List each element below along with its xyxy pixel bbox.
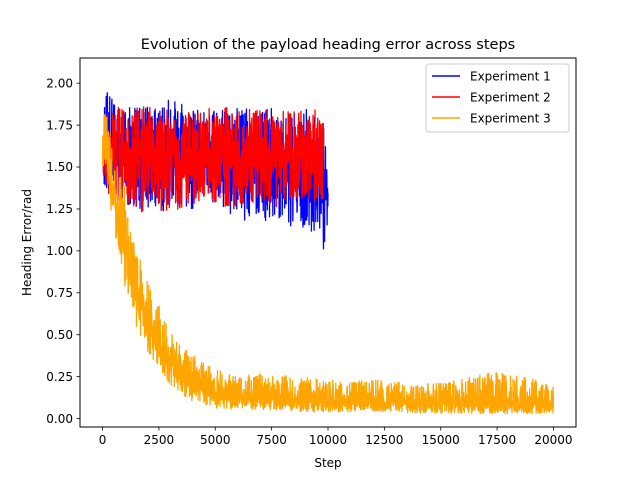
y-tick-label: 1.25 bbox=[46, 202, 73, 216]
y-tick-label: 2.00 bbox=[46, 76, 73, 90]
x-axis-ticks: 0 2500 5000 7500 10000 12500 15000 17500 20000 bbox=[99, 427, 573, 447]
y-tick-label: 0.25 bbox=[46, 370, 73, 384]
x-tick-label: 20000 bbox=[534, 433, 572, 447]
legend: Experiment 1 Experiment 2 Experiment 3 bbox=[425, 63, 570, 133]
y-tick-label: 0.50 bbox=[46, 328, 73, 342]
x-tick-label: 12500 bbox=[365, 433, 403, 447]
legend-label: Experiment 3 bbox=[470, 111, 551, 125]
series-line-2 bbox=[101, 106, 325, 213]
y-axis-label: Heading Error/rad bbox=[20, 189, 34, 296]
x-tick-label: 5000 bbox=[200, 433, 231, 447]
y-tick-label: 1.00 bbox=[46, 244, 73, 258]
y-tick-label: 1.75 bbox=[46, 118, 73, 132]
y-tick-label: 0.75 bbox=[46, 286, 73, 300]
plot-series bbox=[101, 92, 555, 415]
x-tick-label: 10000 bbox=[309, 433, 347, 447]
legend-label: Experiment 2 bbox=[470, 90, 551, 104]
x-tick-label: 15000 bbox=[422, 433, 460, 447]
x-tick-label: 2500 bbox=[144, 433, 175, 447]
legend-label: Experiment 1 bbox=[470, 69, 551, 83]
x-tick-label: 0 bbox=[99, 433, 107, 447]
x-tick-label: 17500 bbox=[478, 433, 516, 447]
legend-box bbox=[425, 63, 570, 133]
y-axis-ticks: 0.00 0.25 0.50 0.75 1.00 1.25 1.50 1.75 2.00 bbox=[46, 76, 80, 426]
x-axis-label: Step bbox=[314, 456, 341, 470]
series-line-3 bbox=[101, 113, 555, 415]
x-tick-label: 7500 bbox=[256, 433, 287, 447]
y-tick-label: 1.50 bbox=[46, 160, 73, 174]
y-tick-label: 0.00 bbox=[46, 412, 73, 426]
chart-title: Evolution of the payload heading error a… bbox=[141, 37, 515, 53]
